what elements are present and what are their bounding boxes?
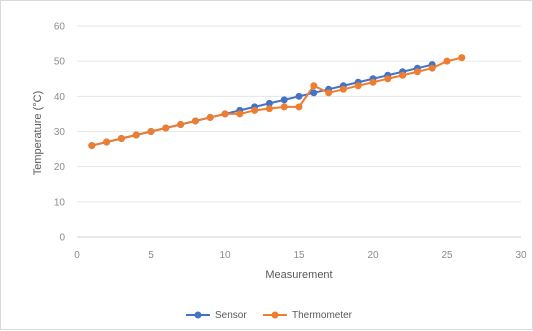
data-point-thermometer [443,57,451,65]
data-point-thermometer [88,142,96,150]
data-point-thermometer [221,110,229,118]
legend-sensor-label: Sensor [215,310,247,321]
y-tick-label: 10 [54,197,66,208]
gridlines [77,25,521,203]
x-tick-label: 5 [148,250,154,261]
data-point-thermometer [206,113,214,121]
data-point-thermometer [265,105,273,113]
data-point-thermometer [458,54,466,62]
x-tick-label: 15 [293,250,305,261]
legend-thermometer-label: Thermometer [292,310,353,321]
data-point-thermometer [339,85,347,93]
data-point-thermometer [310,82,318,90]
data-point-thermometer [325,89,333,97]
data-point-sensor [280,96,288,104]
data-point-sensor [265,99,273,107]
y-tick-label: 40 [54,92,66,103]
legend-thermometer-marker [271,311,279,319]
data-point-thermometer [413,68,421,76]
x-tick-label: 10 [219,250,231,261]
x-axis-title: Measurement [265,269,332,281]
y-tick-label: 30 [54,127,66,138]
legend: Sensor Thermometer [186,310,353,321]
data-point-thermometer [103,138,111,146]
data-point-sensor [295,92,303,100]
series-lines [91,56,463,147]
x-tick-label: 20 [367,250,379,261]
data-point-thermometer [354,82,362,90]
data-point-thermometer [236,110,244,118]
legend-item-thermometer: Thermometer [263,310,353,321]
y-axis-title: Temperature (°C) [32,91,44,175]
axes: 0 10 20 30 40 50 60 0 5 10 15 20 25 30 [54,22,527,262]
legend-item-sensor: Sensor [186,310,247,321]
data-point-sensor [310,89,318,97]
data-point-thermometer [384,75,392,83]
y-tick-label: 0 [59,233,65,244]
data-point-thermometer [369,78,377,86]
data-point-thermometer [251,106,259,114]
data-point-thermometer [162,124,170,132]
series-markers [88,54,466,150]
data-point-thermometer [295,103,303,111]
y-tick-label: 60 [54,22,66,33]
x-tick-label: 30 [515,250,527,261]
data-point-thermometer [280,103,288,111]
data-point-thermometer [132,131,140,139]
data-point-thermometer [428,64,436,72]
y-tick-label: 20 [54,162,66,173]
data-point-thermometer [177,120,185,128]
data-point-thermometer [117,135,125,143]
legend-sensor-marker [194,311,202,319]
x-tick-label: 0 [74,250,80,261]
data-point-thermometer [147,128,155,135]
data-point-thermometer [191,117,199,125]
y-tick-label: 50 [54,57,66,68]
data-point-thermometer [399,71,407,79]
x-tick-label: 25 [441,250,453,261]
